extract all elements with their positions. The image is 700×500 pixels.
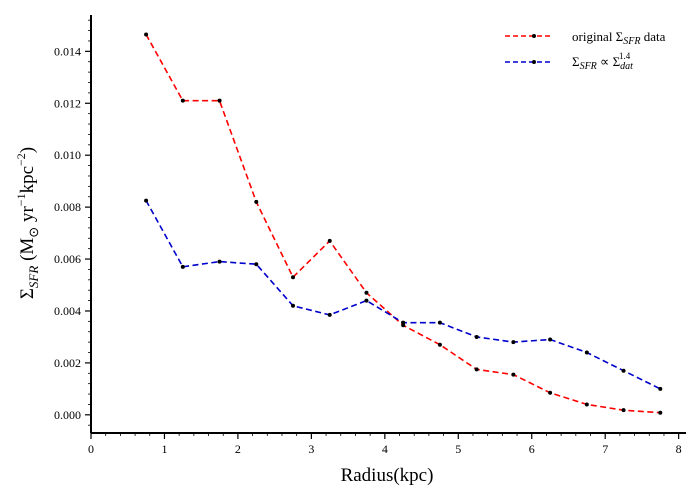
- series-1-point: [474, 334, 479, 339]
- legend-label-model: ΣSFR ∝ Σdat1.4: [572, 51, 633, 72]
- series-0-point: [364, 290, 369, 295]
- y-tick-label: 0.012: [54, 96, 81, 110]
- series-0-point: [621, 408, 626, 413]
- series-1-point: [658, 386, 663, 391]
- series-0-point: [327, 238, 332, 243]
- y-axis-label: ΣSFR (M⊙ yr−1kpc−2): [14, 147, 41, 299]
- legend-marker-original: [532, 34, 536, 38]
- series-0-point: [180, 98, 185, 103]
- x-tick-label: 7: [602, 442, 608, 456]
- x-tick-label: 0: [88, 442, 94, 456]
- series-0-point: [548, 390, 553, 395]
- y-axis: 0.000 0.002 0.004 0.006 0.008 0.010 0.012 0.014: [54, 19, 91, 426]
- y-tick-label: 0.004: [54, 304, 81, 318]
- series-1-point: [548, 337, 553, 342]
- series-1-point: [401, 320, 406, 325]
- series-0-point: [658, 410, 663, 415]
- x-tick-label: 2: [235, 442, 241, 456]
- series-0-point: [291, 275, 296, 280]
- x-tick-label: 4: [382, 442, 388, 456]
- x-tick-label: 3: [308, 442, 314, 456]
- x-tick-label: 6: [529, 442, 535, 456]
- series-0-point: [584, 402, 589, 407]
- series-1-point: [621, 368, 626, 373]
- series-line-1: [145, 200, 661, 390]
- series-1-point: [584, 350, 589, 355]
- series-1-point: [291, 303, 296, 308]
- series-layer: [144, 32, 663, 415]
- series-1-point: [144, 198, 149, 203]
- x-tick-label: 5: [455, 442, 461, 456]
- legend-marker-model: [532, 60, 536, 64]
- y-tick-label: 0.006: [54, 252, 81, 266]
- series-1-point: [217, 259, 222, 264]
- y-tick-label: 0.010: [54, 148, 81, 162]
- y-tick-label: 0.008: [54, 200, 81, 214]
- series-1-point: [437, 320, 442, 325]
- series-1-point: [364, 298, 369, 303]
- series-0-point: [254, 199, 259, 204]
- x-tick-label: 8: [676, 442, 682, 456]
- y-tick-label: 0.014: [54, 44, 81, 58]
- series-1-point: [254, 262, 259, 267]
- series-0-point: [511, 372, 516, 377]
- legend-label-original: original ΣSFR data: [572, 29, 666, 47]
- x-tick-label: 1: [161, 442, 167, 456]
- series-1-point: [511, 340, 516, 345]
- series-0-point: [217, 98, 222, 103]
- series-0-point: [144, 32, 149, 37]
- series-1-point: [180, 264, 185, 269]
- y-tick-label: 0.000: [54, 408, 81, 422]
- x-axis-label: Radius(kpc): [341, 465, 434, 486]
- series-0-point: [437, 342, 442, 347]
- x-axis: 0 1 2 3 4 5 6 7 8: [88, 433, 682, 456]
- legend: original ΣSFR data ΣSFR ∝ Σdat1.4: [505, 29, 666, 72]
- series-1-point: [327, 312, 332, 317]
- plot-area: [90, 15, 686, 434]
- y-tick-label: 0.002: [54, 356, 81, 370]
- series-line-0: [145, 34, 661, 414]
- series-0-point: [474, 367, 479, 372]
